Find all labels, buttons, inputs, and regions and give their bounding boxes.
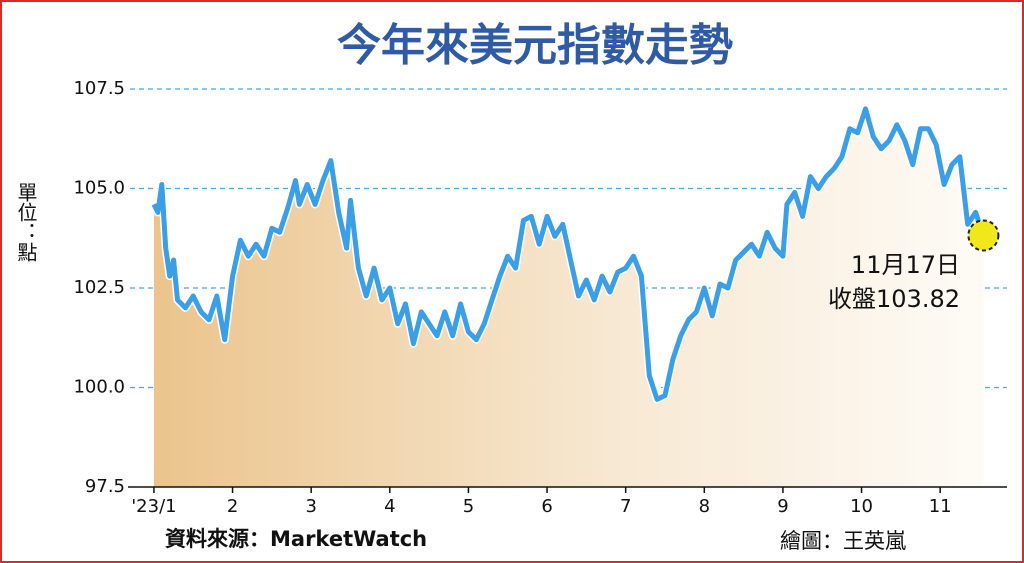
x-tick-label: 5 [463, 496, 474, 517]
y-axis-label: 單位：點 [14, 182, 38, 262]
y-tick-label: 100.0 [73, 377, 125, 398]
annotation: 11月17日 [851, 251, 960, 279]
source: 資料來源：MarketWatch [165, 527, 427, 551]
x-tick-label: 7 [620, 496, 631, 517]
x-tick-label: 2 [227, 496, 238, 517]
x-tick-label: '23/1 [131, 496, 176, 517]
end-marker [967, 219, 1000, 252]
y-tick-label: 107.5 [73, 78, 125, 99]
x-tick-label: 6 [541, 496, 552, 517]
line [151, 106, 986, 402]
x-tick-label: 11 [929, 496, 952, 517]
y-tick-label: 102.5 [73, 277, 125, 298]
credit: 繪圖：王英嵐 [780, 529, 906, 553]
chart-title: 今年來美元指數走勢 [337, 20, 733, 71]
annotation: 收盤103.82 [828, 285, 960, 313]
y-tick-label: 97.5 [85, 476, 125, 497]
x-tick-label: 9 [777, 496, 788, 517]
y-tick-label: 105.0 [73, 178, 125, 199]
x-tick-label: 10 [850, 496, 873, 517]
x-tick-label: 8 [699, 496, 710, 517]
x-tick-label: 3 [305, 496, 316, 517]
x-tick-label: 4 [384, 496, 395, 517]
area [153, 108, 984, 488]
